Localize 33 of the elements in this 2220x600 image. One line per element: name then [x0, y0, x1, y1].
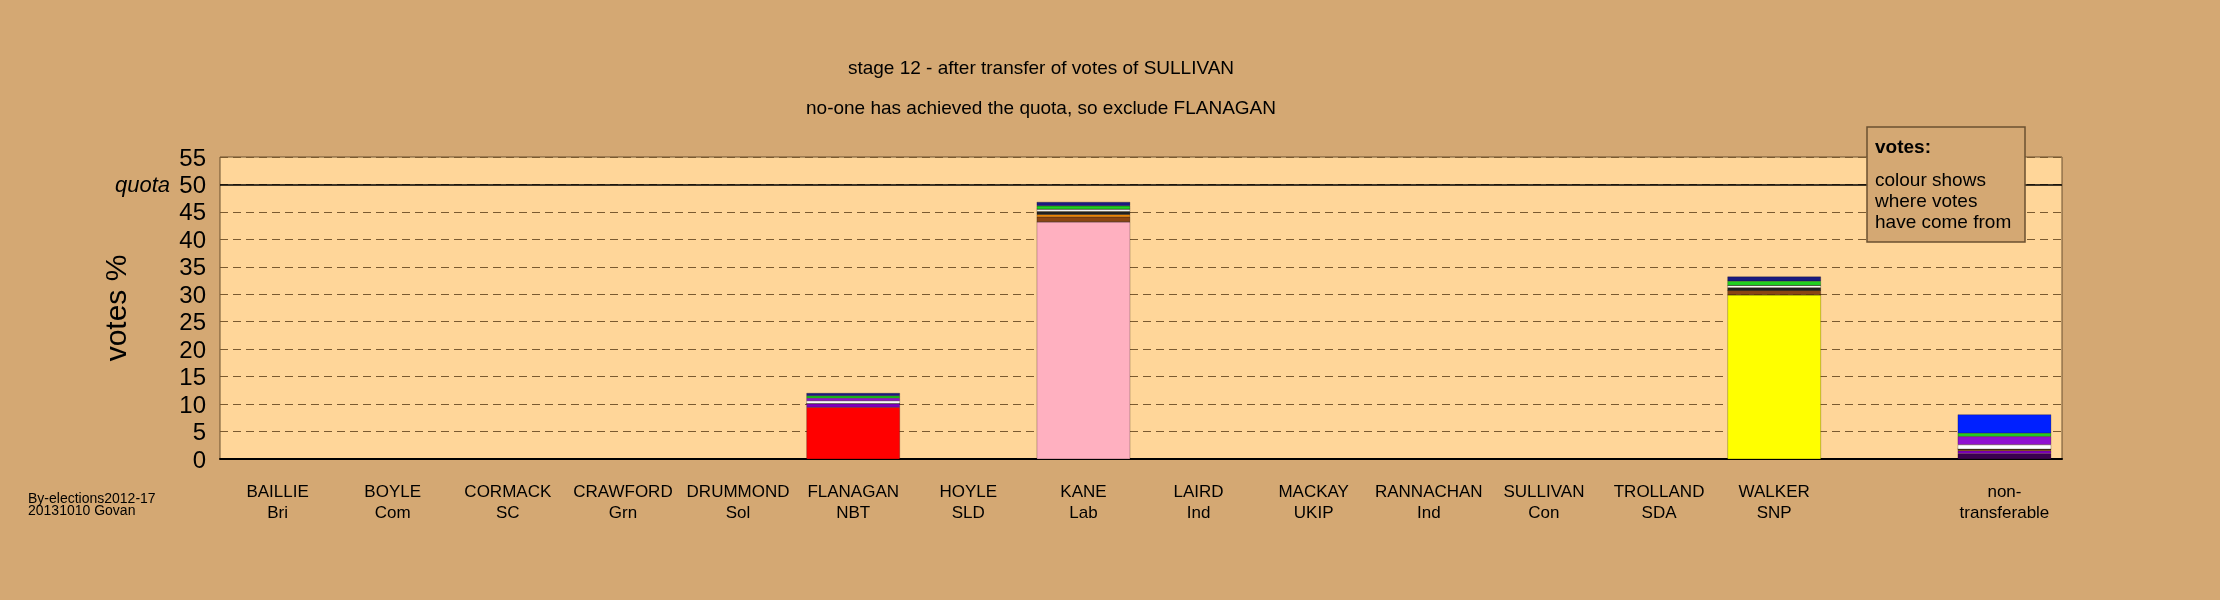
x-tick-label: KANE Lab — [1060, 482, 1107, 522]
x-tick-label: non- transferable — [1959, 482, 2050, 522]
y-tick-label: 20 — [179, 335, 206, 363]
x-tick-label: FLANAGAN NBT — [807, 482, 900, 522]
ref-line-label: quota — [114, 171, 170, 197]
chart-title: stage 12 - after transfer of votes of SULLIVAN — [847, 57, 1235, 78]
y-tick-label: 5 — [192, 418, 206, 446]
x-tick-label: WALKER SNP — [1738, 482, 1810, 522]
text: votes: — [1875, 136, 1931, 157]
x-tick-label: CORMACK SC — [464, 482, 552, 522]
y-tick-label: 0 — [192, 445, 206, 473]
x-tick-label: TROLLAND SDA — [1613, 482, 1705, 522]
x-tick-label: BAILLIE Bri — [246, 482, 309, 522]
y-tick-label: 25 — [179, 308, 206, 336]
y-axis-title: votes % — [98, 254, 132, 362]
x-tick-label: DRUMMOND Sol — [686, 482, 790, 522]
y-tick-label: 30 — [179, 280, 206, 308]
y-tick-label: 55 — [179, 143, 206, 171]
annotation: colour shows where votes have come from — [1874, 169, 2012, 232]
y-tick-label: 40 — [179, 225, 206, 253]
y-tick-label: 35 — [179, 253, 206, 281]
x-tick-label: CRAWFORD Grn — [573, 482, 673, 522]
x-tick-label: BOYLE Com — [364, 482, 422, 522]
x-tick-label: LAIRD Ind — [1173, 482, 1224, 522]
x-tick-label: HOYLE SLD — [939, 482, 998, 522]
y-tick-label: 50 — [179, 170, 206, 198]
x-tick-label: RANNACHAN Ind — [1374, 482, 1483, 522]
y-tick-label: 15 — [179, 363, 206, 391]
chart-subtitle: no-one has achieved the quota, so exclude FLANAGAN — [805, 97, 1277, 118]
x-tick-label: SULLIVAN Con — [1503, 482, 1585, 522]
x-tick-label: MACKAY UKIP — [1278, 482, 1349, 522]
y-tick-label: 10 — [179, 390, 206, 418]
y-tick-label: 45 — [179, 198, 206, 226]
